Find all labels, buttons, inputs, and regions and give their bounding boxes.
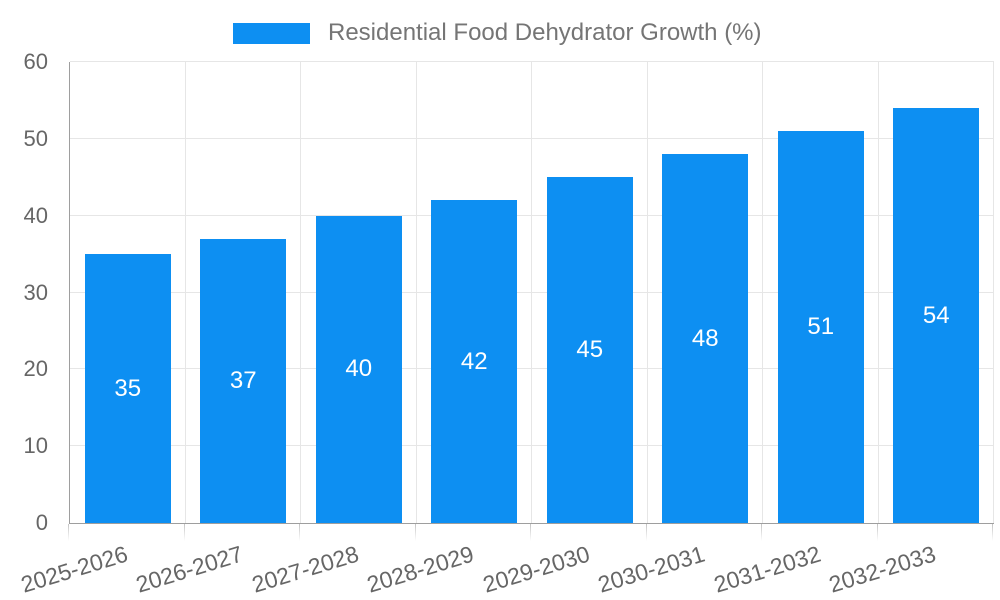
- bar-value-label: 45: [576, 336, 604, 364]
- x-tick-label: 2031-2032: [710, 540, 824, 598]
- x-tick-label: 2029-2030: [479, 540, 593, 598]
- x-tick-label: 2027-2028: [248, 540, 362, 598]
- bar-value-label: 48: [691, 324, 719, 352]
- y-tick-label: 40: [23, 202, 48, 228]
- bar-2032-2033: 54: [893, 108, 980, 523]
- bar-2029-2030: 45: [546, 177, 633, 523]
- gridline-horizontal: [70, 137, 994, 139]
- x-axis-labels: 2025-2026 2026-2027 2027-2028 2028-2029 2029…: [18, 524, 993, 600]
- x-axis-tick: [876, 524, 878, 541]
- gridline-vertical: [646, 62, 648, 523]
- y-tick-label: 30: [23, 279, 48, 305]
- y-tick-label: 0: [35, 510, 48, 535]
- gridline-vertical: [877, 62, 879, 523]
- x-tick-label: 2026-2027: [133, 540, 246, 598]
- x-axis-tick: [299, 524, 300, 541]
- x-axis-tick: [68, 524, 69, 541]
- bar-2027-2028: 40: [315, 215, 402, 523]
- plot-area: 35 37 40 42 45 48 51 54: [69, 61, 994, 524]
- x-tick-label: 2032-2033: [826, 540, 939, 598]
- y-tick-label: 10: [23, 433, 48, 459]
- bar-value-label: 37: [229, 366, 257, 394]
- gridline-vertical: [531, 62, 532, 523]
- x-tick-label: 2028-2029: [364, 540, 477, 598]
- gridline-vertical: [762, 62, 763, 523]
- x-tick-label: 2030-2031: [595, 540, 708, 598]
- gridline-vertical: [993, 62, 994, 523]
- bar-value-label: 51: [807, 313, 835, 341]
- y-tick-label: 60: [23, 49, 48, 74]
- bar-value-label: 54: [922, 301, 950, 329]
- legend-series-label: Residential Food Dehydrator Growth (%): [328, 19, 762, 46]
- gridline-horizontal: [70, 291, 994, 293]
- bar-2025-2026: 35: [84, 254, 171, 523]
- x-axis-tick: [414, 524, 416, 541]
- x-axis-tick: [530, 524, 531, 541]
- y-tick-label: 50: [23, 125, 48, 151]
- chart-legend: Residential Food Dehydrator Growth (%): [233, 19, 762, 47]
- gridline-vertical: [415, 62, 417, 523]
- gridline-vertical: [300, 62, 301, 523]
- x-axis-tick: [645, 524, 647, 541]
- bar-2028-2029: 42: [431, 200, 518, 523]
- gridline-horizontal: [70, 61, 994, 62]
- bar-value-label: 40: [345, 355, 373, 383]
- y-tick-label: 20: [23, 356, 48, 382]
- x-axis-tick: [183, 524, 185, 541]
- gridline-horizontal: [70, 445, 994, 447]
- bar-2031-2032: 51: [777, 131, 864, 523]
- bar-value-label: 42: [460, 347, 488, 375]
- x-axis-tick: [761, 524, 762, 541]
- y-axis-labels: 0 10 20 30 40 50 60: [0, 0, 48, 600]
- gridline-vertical: [184, 62, 186, 523]
- legend-color-swatch: [233, 22, 310, 44]
- gridline-horizontal: [70, 368, 994, 370]
- gridline-horizontal: [70, 214, 994, 216]
- x-axis-tick: [992, 524, 993, 541]
- bar-value-label: 35: [114, 374, 142, 402]
- bar-2030-2031: 48: [662, 154, 749, 523]
- bar-2026-2027: 37: [200, 238, 287, 523]
